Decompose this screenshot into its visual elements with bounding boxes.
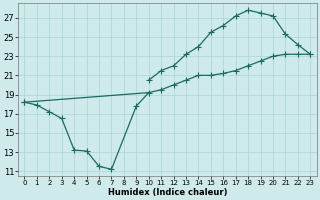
- X-axis label: Humidex (Indice chaleur): Humidex (Indice chaleur): [108, 188, 227, 197]
